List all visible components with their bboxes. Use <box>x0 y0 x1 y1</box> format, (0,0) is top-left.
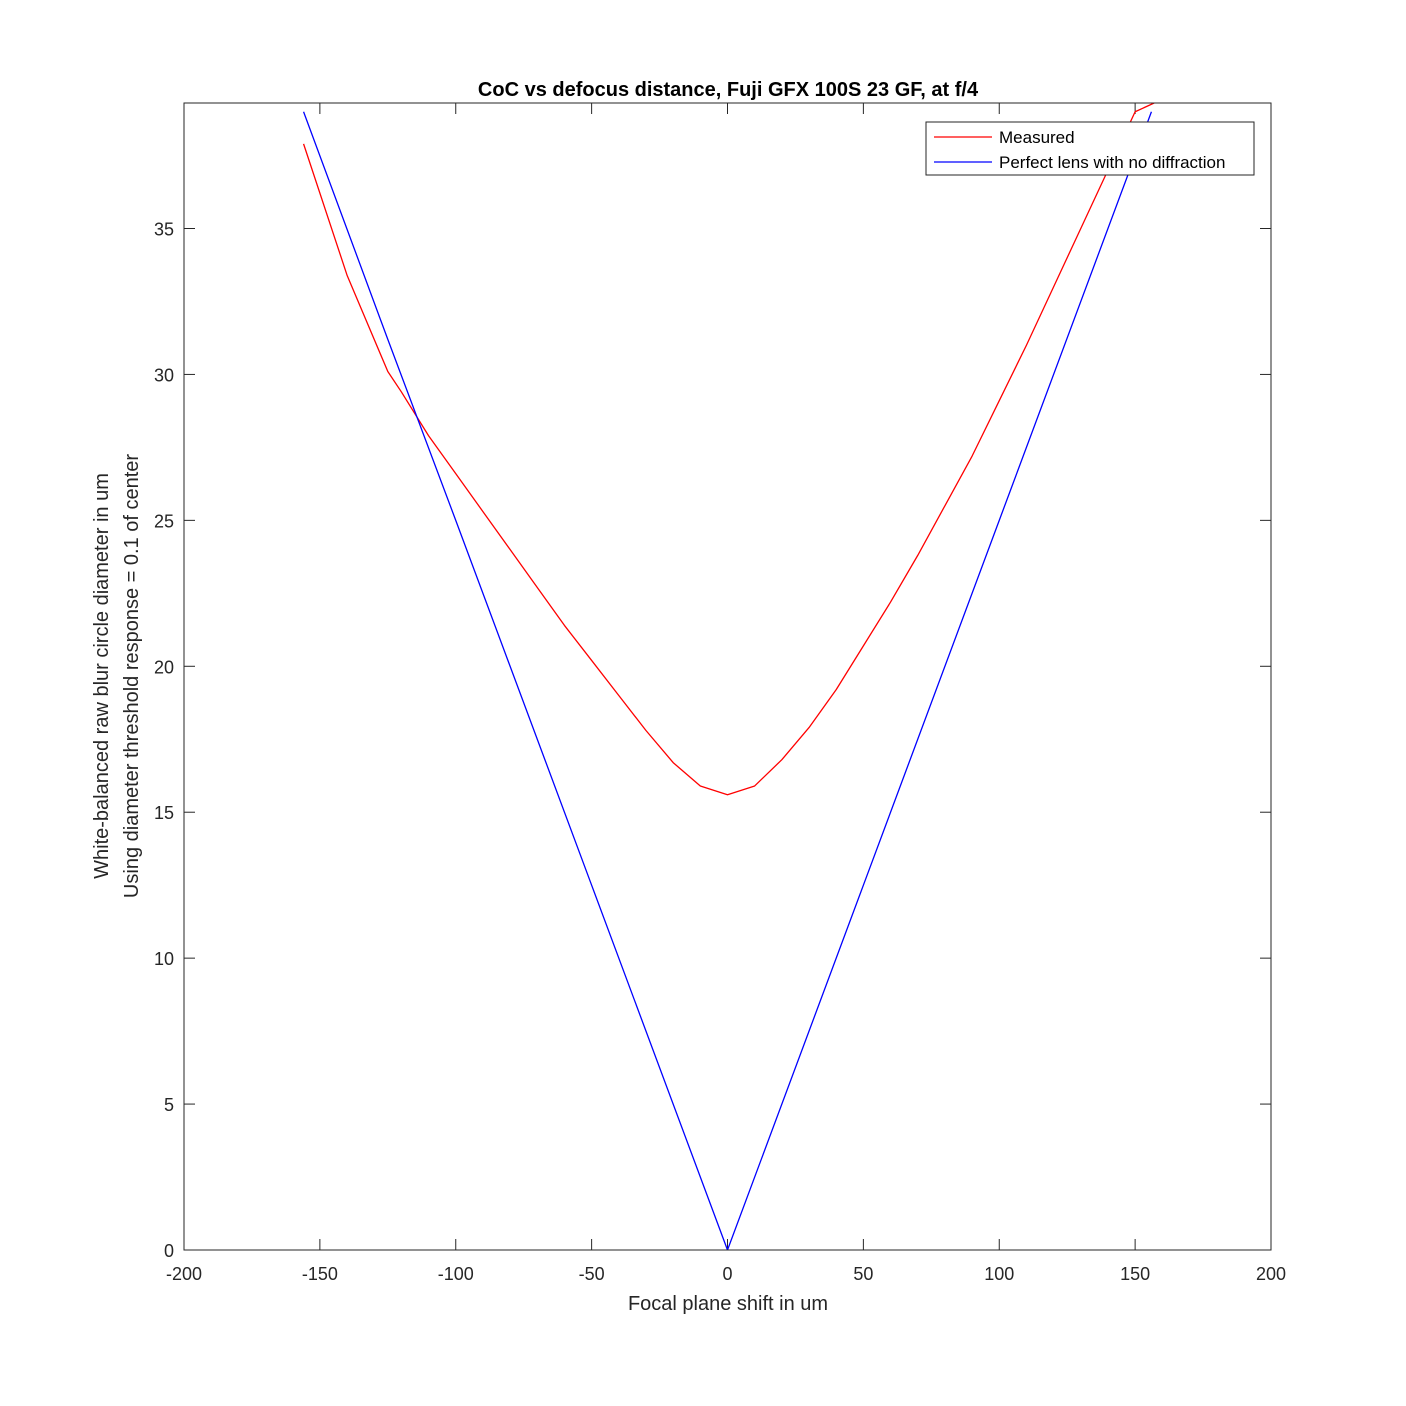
plot-area: -200 -150 -100 -50 0 50 100 150 200 0 5 10 15 20 25 30 3… <box>154 102 1286 1284</box>
y-tick-label: 20 <box>154 657 174 677</box>
y-axis-label-line-2: Using diameter threshold response = 0.1 … <box>121 454 143 898</box>
x-tick-label: 200 <box>1256 1264 1286 1284</box>
x-tick-label: 100 <box>984 1264 1014 1284</box>
x-tick-label: 0 <box>722 1264 732 1284</box>
legend-box <box>925 121 1255 176</box>
y-tick-label: 15 <box>154 803 174 823</box>
y-tick-label: 25 <box>154 511 174 531</box>
x-axis-label: Focal plane shift in um <box>628 1293 828 1315</box>
x-tick-label: 150 <box>1120 1264 1150 1284</box>
x-tick-label: 50 <box>853 1264 873 1284</box>
plot-frame <box>183 102 1272 1251</box>
x-tick-label: -100 <box>438 1264 474 1284</box>
legend: Measured Perfect lens with no diffraction <box>925 121 1255 176</box>
chart-title: CoC vs defocus distance, Fuji GFX 100S 2… <box>478 79 979 101</box>
y-tick-label: 5 <box>164 1095 174 1115</box>
y-tick-label: 10 <box>154 949 174 969</box>
x-tick-label: -150 <box>302 1264 338 1284</box>
legend-label-1: Measured <box>999 128 1075 147</box>
y-axis-label-line-1: White-balanced raw blur circle diameter … <box>91 473 113 879</box>
x-tick-label: -50 <box>579 1264 605 1284</box>
y-tick-label: 35 <box>154 219 174 239</box>
series-line-2 <box>302 111 1153 1250</box>
x-tick-label: -200 <box>166 1264 202 1284</box>
legend-label-2: Perfect lens with no diffraction <box>999 153 1225 172</box>
y-tick-label: 30 <box>154 365 174 385</box>
series-line-1 <box>302 103 1155 796</box>
y-tick-label: 0 <box>164 1241 174 1261</box>
